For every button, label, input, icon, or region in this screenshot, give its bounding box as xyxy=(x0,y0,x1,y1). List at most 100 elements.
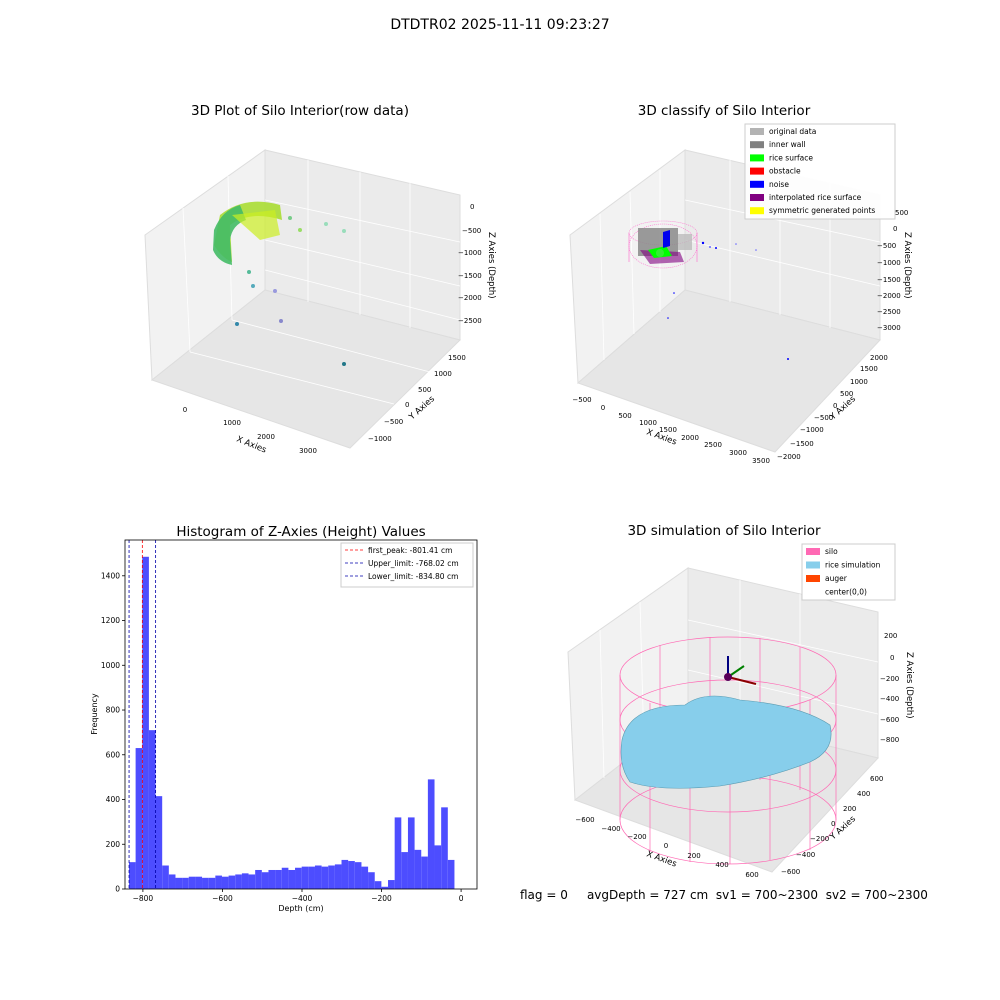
simulation-3d-plot[interactable]: silo rice simulation auger center(0,0) −600… xyxy=(500,500,1000,900)
sv2-status: sv2 = 700~2300 xyxy=(825,888,928,902)
histogram-bar xyxy=(407,817,415,889)
z-tick: −1000 xyxy=(458,249,482,257)
x-tick: −400 xyxy=(601,825,620,833)
histogram-bar xyxy=(195,876,203,889)
y-axis-label: Frequency xyxy=(90,693,99,735)
histogram-bar xyxy=(321,866,329,889)
y-axis-label: Y Axies xyxy=(828,814,859,843)
y-tick: 200 xyxy=(843,805,856,813)
legend-swatch xyxy=(806,575,820,582)
y-tick: 400 xyxy=(857,790,870,798)
avg-depth-status: avgDepth = 727 cm xyxy=(586,888,709,902)
status-line: flag = 0 avgDepth = 727 cm sv1 = 700~230… xyxy=(520,888,928,902)
histogram-bar xyxy=(368,872,375,889)
x-tick: 1500 xyxy=(659,426,677,434)
legend-label: rice simulation xyxy=(825,561,881,570)
histogram-bar xyxy=(314,865,322,889)
histogram-bar xyxy=(295,867,302,889)
x-axis-label: Depth (cm) xyxy=(278,904,323,913)
histogram-bar xyxy=(188,876,196,889)
legend-label: auger xyxy=(825,574,848,583)
legend-label: first_peak: -801.41 cm xyxy=(368,546,452,555)
histogram-bar xyxy=(228,875,236,889)
z-tick: −200 xyxy=(880,675,899,683)
z-tick: 0 xyxy=(470,203,474,211)
y-tick: −200 xyxy=(810,835,829,843)
y-tick-label: 200 xyxy=(106,840,121,849)
classify-legend: original data inner wall rice surface obsta… xyxy=(744,123,896,220)
histogram-bar xyxy=(301,866,309,889)
histogram-bar xyxy=(168,874,176,889)
histogram-bar xyxy=(394,817,402,889)
histogram-chart[interactable]: Histogram of Z-Axies (Height) Values −80… xyxy=(0,500,500,930)
y-tick-label: 600 xyxy=(106,750,121,759)
classify-3d-plot[interactable]: original data inner wall rice surface obsta… xyxy=(500,0,1000,500)
histogram-bar xyxy=(361,866,369,889)
legend-swatch xyxy=(750,167,764,175)
legend-label: noise xyxy=(769,180,789,189)
legend-label: original data xyxy=(769,127,816,136)
y-tick: 1500 xyxy=(860,365,878,373)
raw-3d-plot[interactable]: 0 1000 2000 3000 1500 1000 500 0 −500 −1… xyxy=(0,0,500,500)
histogram-bar xyxy=(388,880,395,889)
histogram-bar xyxy=(182,877,189,889)
histogram-bar xyxy=(268,869,276,889)
histogram-bar xyxy=(334,864,342,889)
x-tick: 400 xyxy=(715,861,728,869)
histogram-title: Histogram of Z-Axies (Height) Values xyxy=(176,524,425,540)
y-tick-label: 1400 xyxy=(101,571,120,580)
x-tick: −500 xyxy=(572,396,591,404)
histogram-bar xyxy=(142,556,149,889)
classified-points xyxy=(628,220,789,360)
z-tick: −800 xyxy=(880,736,899,744)
y-tick: 1500 xyxy=(448,354,466,362)
legend-swatch xyxy=(750,207,764,215)
x-tick: 3000 xyxy=(299,447,317,455)
histogram-bar xyxy=(381,886,389,889)
legend-swatch xyxy=(750,128,764,135)
z-tick: −1000 xyxy=(877,259,901,267)
plot-frame xyxy=(124,539,478,890)
z-tick: −1500 xyxy=(877,276,901,284)
histogram-bar xyxy=(288,869,296,889)
x-tick: 0 xyxy=(601,404,605,412)
legend-swatch xyxy=(806,548,820,555)
histogram-bar xyxy=(434,845,442,889)
z-tick: −500 xyxy=(877,242,896,250)
figure-title: DTDTR02 2025-11-11 09:23:27 xyxy=(390,17,610,33)
x-tick: 2500 xyxy=(704,441,722,449)
legend-label: interpolated rice surface xyxy=(769,193,862,202)
z-tick: −2000 xyxy=(458,294,482,302)
z-tick: −1500 xyxy=(458,272,482,280)
z-tick: −600 xyxy=(880,716,899,724)
floor-pane xyxy=(150,289,461,449)
histogram-legend: first_peak: -801.41 cm Upper_limit: -768.… xyxy=(340,542,474,588)
histogram-bar xyxy=(374,881,382,889)
histogram-bar xyxy=(202,877,209,889)
histogram-bar xyxy=(348,861,355,889)
x-tick: −600 xyxy=(575,816,594,824)
y-tick: −500 xyxy=(384,418,403,426)
x-tick: 2000 xyxy=(681,434,699,442)
histogram-bar xyxy=(328,865,335,889)
y-tick: −2000 xyxy=(777,453,801,461)
floor-pane xyxy=(577,289,881,453)
flag-status: flag = 0 xyxy=(520,888,568,902)
z-tick: −2500 xyxy=(458,317,482,325)
histogram-bar xyxy=(255,869,262,889)
z-tick: 0 xyxy=(893,225,897,233)
histogram-bar xyxy=(414,849,422,889)
y-tick: 0 xyxy=(831,820,835,828)
x-tick: 0 xyxy=(183,406,187,414)
histogram-bar xyxy=(155,796,163,889)
histogram-bar xyxy=(427,779,435,889)
rice-surface xyxy=(620,695,832,789)
legend-swatch xyxy=(750,141,764,149)
histogram-bar xyxy=(447,859,455,889)
y-tick-label: 400 xyxy=(106,795,121,804)
histogram-bar xyxy=(175,877,183,889)
y-tick: 1000 xyxy=(434,370,452,378)
z-tick: −400 xyxy=(880,695,899,703)
histogram-bar xyxy=(148,730,156,889)
simulation-legend: silo rice simulation auger center(0,0) xyxy=(801,543,896,601)
